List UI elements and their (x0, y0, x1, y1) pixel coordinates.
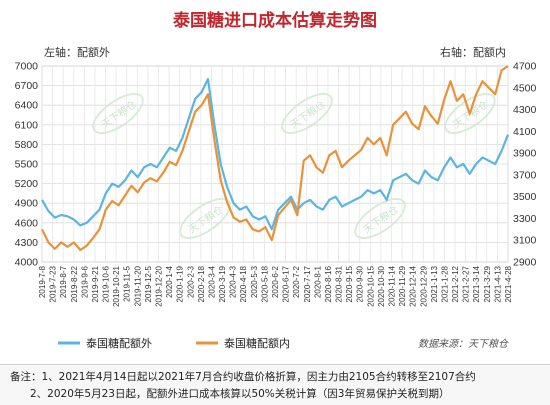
x-tick-label: 2019-10-21 (112, 265, 121, 306)
x-tick-label: 2020-5-18 (260, 265, 269, 302)
note-line-1: 备注：1、2021年4月14日起以2021年7月合约收盘价格折算，因主力由210… (10, 371, 476, 383)
x-tick-label: 2021-1-28 (440, 265, 449, 302)
x-tick-label: 2019-9-21 (91, 265, 100, 302)
data-source: 数据来源：天下粮仓 (418, 338, 509, 350)
right-tick-label: 3100 (513, 235, 537, 247)
right-tick-label: 4500 (513, 82, 537, 94)
x-tick-label: 2020-9-30 (356, 265, 365, 302)
right-axis-label: 右轴：配额内 (440, 46, 506, 59)
right-tick-label: 3900 (513, 148, 537, 160)
x-tick-label: 2020-7-2 (292, 265, 301, 298)
line-chart: 4000 4300 4600 4900 5200 5500 5800 6100 6400 6700… (15, 61, 537, 351)
right-tick-label: 3700 (513, 169, 537, 181)
x-tick-label: 2020-8-16 (324, 265, 333, 302)
note-line-2: 2、2020年5月23日起，配额外进口成本核算以50%关税计算（因3年贸易保护关… (30, 388, 450, 400)
x-tick-label: 2019-7-23 (49, 265, 58, 302)
x-tick-label: 2021-4-28 (504, 265, 513, 302)
x-tick-label: 2020-10-15 (366, 265, 375, 306)
left-tick-label: 6100 (15, 119, 39, 131)
x-tick-label: 2019-10-6 (102, 265, 111, 302)
x-tick-label: 2020-1-19 (176, 265, 185, 302)
x-tick-label: 2020-3-19 (218, 265, 227, 302)
right-tick-label: 4100 (513, 126, 537, 138)
x-tick-label: 2021-3-14 (472, 265, 481, 302)
left-tick-label: 7000 (15, 61, 39, 73)
x-tick-label: 2021-2-27 (462, 265, 471, 302)
legend-label-1: 泰国糖配额外 (86, 336, 152, 350)
x-tick-label: 2020-12-14 (409, 265, 418, 306)
right-tick-label: 4300 (513, 104, 537, 116)
x-tick-label: 2019-12-5 (144, 265, 153, 302)
right-tick-label: 2900 (513, 257, 537, 269)
x-tick-label: 2020-10-30 (377, 265, 386, 306)
x-tick-label: 2020-8-31 (335, 265, 344, 302)
x-tick-label: 2021-2-12 (451, 265, 460, 302)
x-tick-label: 2020-11-29 (398, 265, 407, 306)
left-tick-label: 5800 (15, 139, 39, 151)
series-line-1 (41, 77, 510, 231)
x-tick-label: 2020-1-4 (165, 265, 174, 298)
chart-title: 泰国糖进口成本估算走势图 (173, 11, 377, 31)
x-tick-label: 2019-9-6 (80, 265, 89, 298)
right-tick-label: 4700 (513, 61, 537, 73)
left-tick-label: 4900 (15, 198, 39, 210)
left-tick-label: 4600 (15, 217, 39, 229)
x-tick-label: 2020-2-3 (186, 265, 195, 298)
left-tick-label: 5500 (15, 159, 39, 171)
x-tick-label: 2019-11-5 (123, 265, 132, 301)
x-tick-label: 2020-5-3 (250, 265, 259, 298)
notes-panel: 备注：1、2021年4月14日起以2021年7月合约收盘价格折算，因主力由210… (0, 364, 550, 405)
x-tick-label: 2021-1-13 (430, 265, 439, 302)
x-tick-label: 2021-3-29 (483, 265, 492, 302)
x-tick-label: 2019-12-20 (155, 265, 164, 306)
right-tick-label: 3300 (513, 213, 537, 225)
x-tick-label: 2020-6-17 (282, 265, 291, 302)
left-axis-label: 左轴：配额外 (44, 46, 110, 59)
x-tick-label: 2020-4-3 (229, 265, 238, 298)
x-tick-label: 2020-3-4 (207, 265, 216, 298)
x-tick-label: 2020-2-18 (197, 265, 206, 302)
x-tick-label: 2020-11-14 (388, 265, 397, 306)
left-tick-label: 6700 (15, 80, 39, 92)
x-tick-label: 2020-6-2 (271, 265, 280, 298)
left-tick-label: 5200 (15, 178, 39, 190)
x-tick-label: 2020-12-29 (419, 265, 428, 306)
x-tick-label: 2019-7-8 (38, 265, 47, 298)
left-tick-label: 4000 (15, 257, 39, 269)
x-tick-label: 2019-11-20 (133, 265, 142, 306)
x-tick-label: 2020-8-1 (313, 265, 322, 298)
x-tick-label: 2021-4-13 (493, 265, 502, 302)
legend-label-2: 泰国糖配额内 (224, 336, 290, 350)
left-tick-label: 6400 (15, 100, 39, 112)
x-tick-label: 2019-8-22 (70, 265, 79, 302)
series-line-2 (41, 65, 509, 252)
x-tick-label: 2020-9-15 (345, 265, 354, 302)
x-tick-label: 2020-4-18 (239, 265, 248, 302)
left-tick-label: 4300 (15, 237, 39, 249)
x-tick-label: 2020-7-17 (303, 265, 312, 302)
right-tick-label: 3500 (513, 191, 537, 203)
x-tick-label: 2019-8-7 (59, 265, 68, 298)
